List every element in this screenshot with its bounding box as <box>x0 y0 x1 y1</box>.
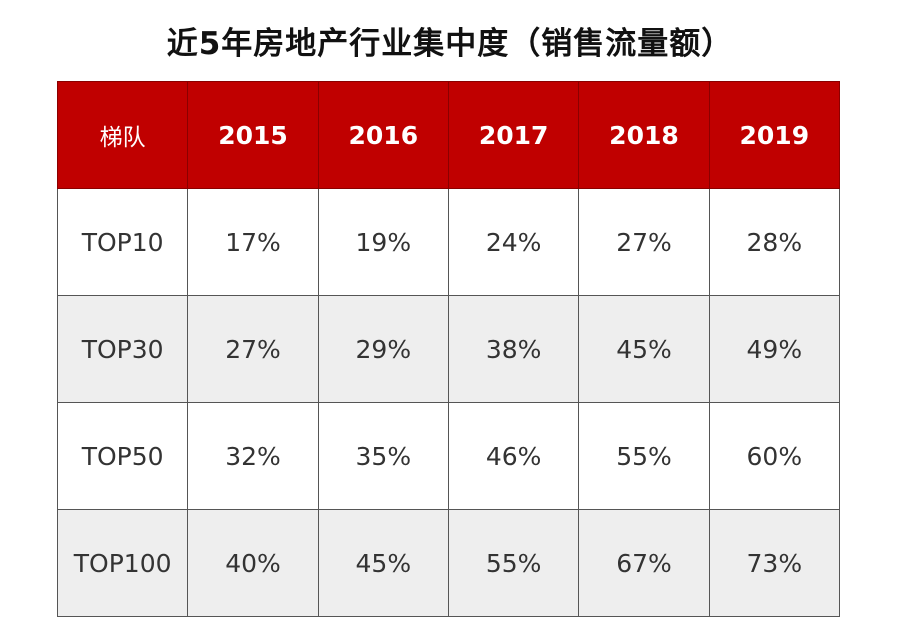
value-cell: 55% <box>447 509 580 617</box>
column-header-year: 2016 <box>317 81 449 189</box>
column-header-year: 2015 <box>187 81 319 189</box>
value-cell: 17% <box>187 188 319 296</box>
value-cell: 46% <box>447 402 580 510</box>
value-cell: 67% <box>578 509 710 617</box>
value-cell: 27% <box>187 295 319 403</box>
column-header-year: 2017 <box>447 81 580 189</box>
table-header-row: 梯队 2015 2016 2017 2018 2019 <box>56 81 841 189</box>
value-cell: 60% <box>708 402 841 510</box>
column-header-tier: 梯队 <box>56 81 189 189</box>
value-cell: 27% <box>578 188 710 296</box>
tier-cell: TOP10 <box>56 188 189 296</box>
value-cell: 55% <box>578 402 710 510</box>
value-cell: 45% <box>578 295 710 403</box>
column-header-year: 2019 <box>708 81 841 189</box>
value-cell: 73% <box>708 509 841 617</box>
table-row: TOP100 40% 45% 55% 67% 73% <box>56 509 841 617</box>
value-cell: 40% <box>187 509 319 617</box>
value-cell: 35% <box>317 402 449 510</box>
table-row: TOP30 27% 29% 38% 45% 49% <box>56 295 841 403</box>
table-row: TOP50 32% 35% 46% 55% 60% <box>56 402 841 510</box>
value-cell: 24% <box>447 188 580 296</box>
column-header-year: 2018 <box>578 81 710 189</box>
value-cell: 45% <box>317 509 449 617</box>
value-cell: 38% <box>447 295 580 403</box>
value-cell: 28% <box>708 188 841 296</box>
tier-cell: TOP30 <box>56 295 189 403</box>
value-cell: 19% <box>317 188 449 296</box>
value-cell: 32% <box>187 402 319 510</box>
concentration-table: 梯队 2015 2016 2017 2018 2019 TOP10 17% 19… <box>56 81 841 617</box>
tier-cell: TOP50 <box>56 402 189 510</box>
table-row: TOP10 17% 19% 24% 27% 28% <box>56 188 841 296</box>
value-cell: 29% <box>317 295 449 403</box>
tier-cell: TOP100 <box>56 509 189 617</box>
page-title: 近5年房地产行业集中度（销售流量额） <box>166 26 734 62</box>
value-cell: 49% <box>708 295 841 403</box>
